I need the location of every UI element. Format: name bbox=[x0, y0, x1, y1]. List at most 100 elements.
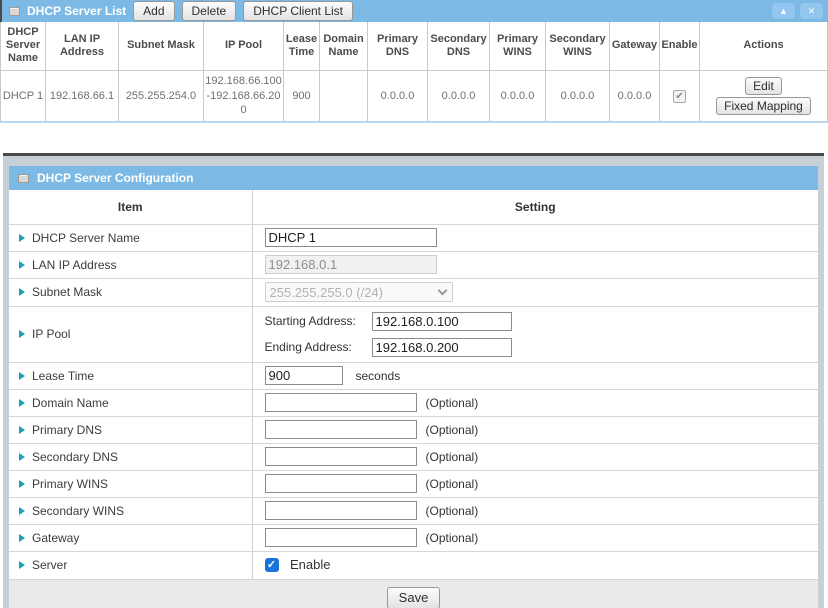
primary-dns-input[interactable] bbox=[264, 420, 417, 440]
row-server: Server Enable bbox=[9, 551, 818, 580]
bullet-arrow-icon bbox=[19, 452, 25, 461]
column-header: Primary DNS bbox=[367, 22, 428, 71]
optional-label: (Optional) bbox=[425, 396, 479, 411]
bullet-arrow-icon bbox=[19, 288, 25, 297]
gateway-input[interactable] bbox=[264, 528, 417, 548]
row-primary-dns: Primary DNS (Optional) bbox=[9, 416, 818, 444]
config-panel-title: DHCP Server Configuration bbox=[37, 171, 194, 186]
table-header-row: DHCP Server Name LAN IP Address Subnet M… bbox=[0, 22, 828, 71]
column-header: LAN IP Address bbox=[45, 22, 119, 71]
cell-subnet-mask: 255.255.254.0 bbox=[118, 70, 204, 123]
column-header: Enable bbox=[659, 22, 700, 71]
cell-domain-name bbox=[319, 70, 368, 123]
row-lan-ip-address: LAN IP Address bbox=[9, 251, 818, 279]
starting-address-input[interactable] bbox=[371, 311, 512, 331]
column-header: Gateway bbox=[609, 22, 660, 71]
row-gateway: Gateway (Optional) bbox=[9, 524, 818, 552]
config-table: Item Setting DHCP Server Name LAN IP Add… bbox=[9, 190, 818, 580]
column-header: Secondary DNS bbox=[427, 22, 490, 71]
config-footer: Save bbox=[9, 579, 818, 608]
lan-ip-address-input bbox=[264, 255, 437, 275]
enable-checkbox-disabled bbox=[673, 89, 686, 103]
column-header: Primary WINS bbox=[489, 22, 546, 71]
cell-lease-time: 900 bbox=[283, 70, 320, 123]
bullet-arrow-icon bbox=[19, 371, 25, 380]
field-label: Lease Time bbox=[32, 368, 95, 383]
subnet-mask-selected-value: 255.255.255.0 (/24) bbox=[269, 284, 383, 300]
save-button[interactable]: Save bbox=[386, 586, 441, 608]
optional-label: (Optional) bbox=[425, 531, 479, 546]
panel-icon bbox=[9, 6, 20, 16]
column-header: Subnet Mask bbox=[118, 22, 204, 71]
cell-lan-ip: 192.168.66.1 bbox=[45, 70, 119, 123]
bullet-arrow-icon bbox=[19, 233, 25, 242]
secondary-wins-input[interactable] bbox=[264, 501, 417, 521]
subnet-mask-select: 255.255.255.0 (/24) bbox=[264, 282, 453, 303]
starting-address-label: Starting Address: bbox=[264, 314, 356, 329]
bullet-arrow-icon bbox=[19, 330, 25, 339]
row-dhcp-server-name: DHCP Server Name bbox=[9, 224, 818, 252]
bullet-arrow-icon bbox=[19, 260, 25, 269]
lease-time-input[interactable] bbox=[264, 366, 343, 386]
ending-address-label: Ending Address: bbox=[264, 340, 352, 355]
field-label: Domain Name bbox=[32, 395, 109, 410]
row-secondary-wins: Secondary WINS (Optional) bbox=[9, 497, 818, 525]
field-label: Primary WINS bbox=[32, 476, 108, 491]
ending-address-input[interactable] bbox=[371, 337, 512, 357]
cell-secondary-wins: 0.0.0.0 bbox=[545, 70, 610, 123]
enable-label: Enable bbox=[289, 557, 331, 573]
optional-label: (Optional) bbox=[425, 450, 479, 465]
field-label: Primary DNS bbox=[32, 422, 103, 437]
optional-label: (Optional) bbox=[425, 504, 479, 519]
column-header: Lease Time bbox=[283, 22, 320, 71]
field-label: Server bbox=[32, 558, 68, 573]
cell-ip-pool: 192.168.66.100-192.168.66.200 bbox=[203, 70, 284, 123]
domain-name-input[interactable] bbox=[264, 393, 417, 413]
dhcp-server-table: DHCP Server Name LAN IP Address Subnet M… bbox=[0, 22, 828, 124]
field-label: DHCP Server Name bbox=[32, 230, 140, 245]
field-label: Secondary WINS bbox=[32, 503, 125, 518]
cell-enable bbox=[659, 70, 700, 123]
item-column-header: Item bbox=[9, 190, 253, 225]
table-row: DHCP 1 192.168.66.1 255.255.254.0 192.16… bbox=[0, 70, 828, 123]
dhcp-client-list-button[interactable]: DHCP Client List bbox=[243, 1, 354, 21]
field-label: LAN IP Address bbox=[32, 257, 117, 272]
field-label: Gateway bbox=[32, 530, 80, 545]
cell-primary-dns: 0.0.0.0 bbox=[367, 70, 428, 123]
cell-actions: Edit Fixed Mapping bbox=[699, 70, 828, 123]
window-controls: ▲ ✕ bbox=[772, 3, 823, 19]
dhcp-server-name-input[interactable] bbox=[264, 228, 437, 248]
bullet-arrow-icon bbox=[19, 425, 25, 434]
bullet-arrow-icon bbox=[19, 398, 25, 407]
chevron-down-icon bbox=[437, 285, 447, 296]
column-header: Actions bbox=[699, 22, 828, 71]
field-label: IP Pool bbox=[32, 327, 71, 342]
primary-wins-input[interactable] bbox=[264, 474, 417, 494]
edit-button[interactable]: Edit bbox=[745, 76, 782, 95]
close-icon[interactable]: ✕ bbox=[800, 3, 823, 19]
column-header: IP Pool bbox=[203, 22, 284, 71]
cell-gateway: 0.0.0.0 bbox=[609, 70, 660, 123]
cell-primary-wins: 0.0.0.0 bbox=[489, 70, 546, 123]
column-header: Domain Name bbox=[319, 22, 368, 71]
fixed-mapping-button[interactable]: Fixed Mapping bbox=[716, 96, 811, 115]
cell-server-name: DHCP 1 bbox=[0, 70, 46, 123]
config-header-row: Item Setting bbox=[9, 190, 818, 225]
bullet-arrow-icon bbox=[19, 533, 25, 542]
server-enable-checkbox[interactable] bbox=[264, 557, 279, 572]
row-subnet-mask: Subnet Mask 255.255.255.0 (/24) bbox=[9, 278, 818, 307]
panel-icon bbox=[18, 173, 29, 183]
column-header: Secondary WINS bbox=[545, 22, 610, 71]
collapse-icon[interactable]: ▲ bbox=[772, 3, 795, 19]
setting-column-header: Setting bbox=[252, 190, 818, 225]
row-domain-name: Domain Name (Optional) bbox=[9, 389, 818, 417]
config-panel-header: DHCP Server Configuration bbox=[9, 166, 818, 191]
list-panel-header: DHCP Server List Add Delete DHCP Client … bbox=[0, 0, 828, 22]
column-header: DHCP Server Name bbox=[0, 22, 46, 71]
secondary-dns-input[interactable] bbox=[264, 447, 417, 467]
delete-button[interactable]: Delete bbox=[181, 1, 237, 21]
row-primary-wins: Primary WINS (Optional) bbox=[9, 470, 818, 498]
optional-label: (Optional) bbox=[425, 477, 479, 492]
dhcp-server-list-panel: DHCP Server List Add Delete DHCP Client … bbox=[0, 0, 828, 124]
add-button[interactable]: Add bbox=[133, 1, 175, 21]
